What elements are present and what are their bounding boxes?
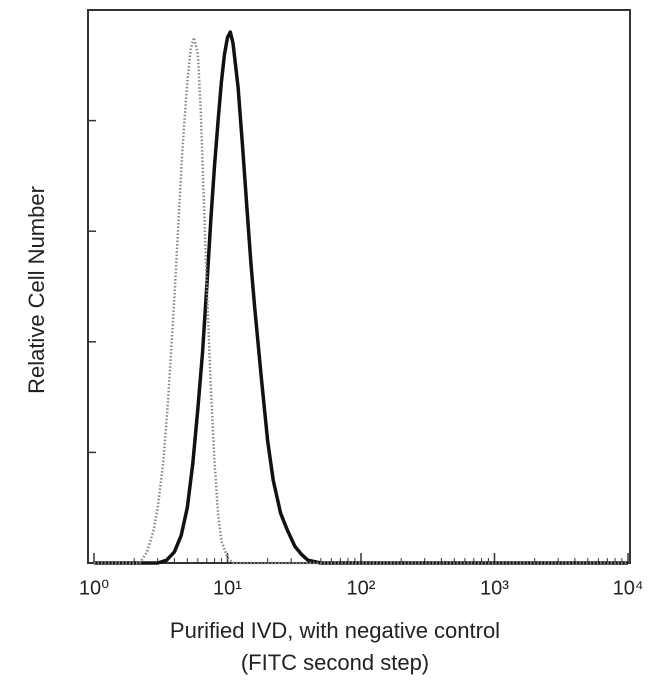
- x-tick-label: 10³: [480, 577, 509, 599]
- histogram-line: [94, 36, 628, 565]
- x-tick-label: 10⁰: [79, 577, 109, 599]
- plot-frame: [87, 9, 631, 564]
- x-tick-label: 10¹: [213, 577, 242, 599]
- x-axis-label: Purified IVD, with negative control: [170, 618, 500, 643]
- x-tick-label: 10⁴: [613, 577, 644, 599]
- x-axis-label-note: (FITC second step): [241, 650, 429, 675]
- y-axis-label: Relative Cell Number: [24, 186, 49, 394]
- x-tick-label: 10²: [347, 577, 376, 599]
- histogram-line: [94, 30, 628, 565]
